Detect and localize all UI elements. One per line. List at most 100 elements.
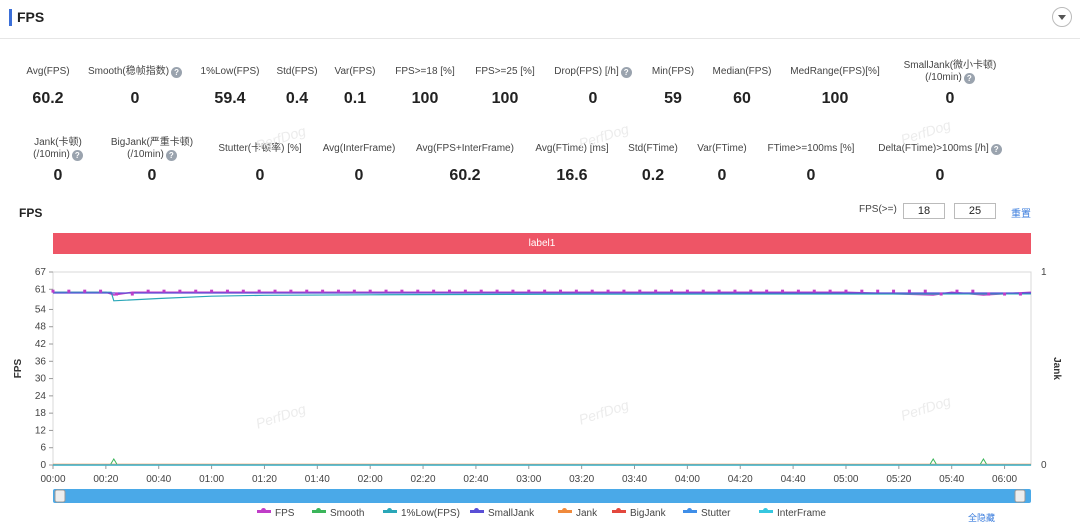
stat-value: 0 <box>255 167 265 184</box>
watermark: PerfDog <box>253 400 308 432</box>
legend-swatch <box>759 508 773 513</box>
legend-label: Smooth <box>330 508 365 519</box>
x-tick-label: 04:20 <box>728 474 753 485</box>
legend-item-stutter[interactable]: Stutter <box>683 508 730 519</box>
fps-point <box>638 289 642 293</box>
fps-point <box>654 289 658 293</box>
stat-value: 100 <box>411 90 439 107</box>
chart-title: FPS <box>19 206 43 220</box>
stat-label-unit: (/10min)? <box>82 149 222 161</box>
fps-threshold-2-input[interactable]: 25 <box>954 203 996 219</box>
fps-threshold-1-input[interactable]: 18 <box>903 203 945 219</box>
stat-r1-4: Var(FPS) 0.1 <box>285 66 425 108</box>
x-tick-label: 00:00 <box>40 474 65 485</box>
stat-label: Drop(FPS) [/h]? <box>523 66 663 78</box>
legend-label: Jank <box>576 508 598 519</box>
legend-item-interframe[interactable]: InterFrame <box>759 508 826 519</box>
stat-label: Delta(FTime)>100ms [/h]? <box>870 143 1010 155</box>
fps-point <box>178 289 182 293</box>
smooth-marker <box>979 458 987 465</box>
stat-value: 0.4 <box>285 90 309 107</box>
legend-item-fps[interactable]: FPS <box>257 508 294 519</box>
fps-point <box>432 289 436 293</box>
fps-point <box>796 289 800 293</box>
series-line-fps <box>53 291 1032 296</box>
stat-label: Std(FTime) <box>583 143 723 155</box>
fps-point <box>146 289 150 293</box>
stat-label-text: Min(FPS) <box>651 66 695 77</box>
smooth-marker <box>929 458 937 465</box>
watermark: PerfDog <box>898 392 953 424</box>
stat-label-text: MedRange(FPS)[%] <box>790 66 880 77</box>
stat-r2-5: Avg(FTime) [ms] 16.6 <box>502 143 642 185</box>
fps-point <box>987 292 991 296</box>
stat-r1-3: Std(FPS) 0.4 <box>227 66 367 108</box>
x-tick-label: 01:00 <box>199 474 224 485</box>
fps-point <box>1003 292 1007 296</box>
fps-point <box>130 292 134 296</box>
fps-point <box>273 289 277 293</box>
stat-label: MedRange(FPS)[%] <box>765 66 905 78</box>
legend-item-1-low-fps-[interactable]: 1%Low(FPS) <box>383 508 460 519</box>
stat-label-text: FTime>=100ms [%] <box>767 143 855 154</box>
y-tick-label: 54 <box>35 304 47 315</box>
legend-swatch <box>683 508 697 513</box>
fps-point <box>305 289 309 293</box>
stat-label: BigJank(严重卡顿) <box>82 137 222 149</box>
x-tick-label: 00:20 <box>93 474 118 485</box>
stat-label-unit: (/10min)? <box>880 72 1020 84</box>
stat-value: 0 <box>935 167 945 184</box>
help-icon[interactable]: ? <box>620 67 632 78</box>
y-tick-label: 12 <box>35 425 47 436</box>
panel-header: FPS <box>0 0 1080 39</box>
y-tick-label: 18 <box>35 408 47 419</box>
stat-label-text: Drop(FPS) [/h] <box>554 66 619 77</box>
stat-r1-1: Smooth(稳帧指数)? 0 <box>65 66 205 108</box>
legend-item-smalljank[interactable]: SmallJank <box>470 508 534 519</box>
legend-label: SmallJank <box>488 508 535 519</box>
stat-r2-1: BigJank(严重卡顿) (/10min)? 0 <box>82 137 222 185</box>
stat-r2-4: Avg(FPS+InterFrame) 60.2 <box>395 143 535 185</box>
stat-label: Avg(FPS+InterFrame) <box>395 143 535 155</box>
stat-label: Stutter(卡顿率) [%] <box>190 143 330 155</box>
stat-value: 16.6 <box>556 167 588 184</box>
fps-point <box>447 289 451 293</box>
stat-value: 0 <box>354 167 364 184</box>
y-tick-label: 48 <box>35 322 47 333</box>
fps-point <box>99 289 103 293</box>
smooth-marker <box>110 458 118 465</box>
fps-point <box>876 289 880 293</box>
watermark: PerfDog <box>576 396 631 428</box>
stat-label: 1%Low(FPS) <box>160 66 300 78</box>
fps-point <box>860 289 864 293</box>
y-tick-label: 67 <box>35 267 47 278</box>
help-icon[interactable]: ? <box>71 150 83 161</box>
help-icon[interactable]: ? <box>963 73 975 84</box>
legend-label: FPS <box>275 508 295 519</box>
legend-item-smooth[interactable]: Smooth <box>312 508 364 519</box>
stat-label-text: Var(FTime) <box>697 143 747 154</box>
fps-point <box>606 289 610 293</box>
y-axis-label: FPS <box>13 358 24 378</box>
hide-all-link[interactable]: 全隐藏 <box>968 513 996 523</box>
fps-point <box>812 289 816 293</box>
legend-label: InterFrame <box>777 508 826 519</box>
collapse-button[interactable] <box>1052 7 1072 27</box>
legend-item-jank[interactable]: Jank <box>558 508 597 519</box>
stat-label: Jank(卡顿) <box>0 137 128 149</box>
help-icon[interactable]: ? <box>165 150 177 161</box>
stat-r2-7: Var(FTime) 0 <box>652 143 792 185</box>
fps-point <box>955 289 959 293</box>
x-tick-label: 04:40 <box>781 474 806 485</box>
label-band[interactable]: label1 <box>53 233 1031 254</box>
fps-point <box>527 289 531 293</box>
plot-frame <box>52 271 1032 466</box>
help-icon[interactable]: ? <box>990 144 1002 155</box>
legend-swatch <box>257 508 271 513</box>
help-icon[interactable]: ? <box>171 67 183 78</box>
fps-point <box>844 289 848 293</box>
stat-label: FPS>=18 [%] <box>355 66 495 78</box>
reset-link[interactable]: 重置 <box>1011 209 1031 220</box>
stat-value: 0.2 <box>641 167 665 184</box>
legend-item-bigjank[interactable]: BigJank <box>612 508 666 519</box>
